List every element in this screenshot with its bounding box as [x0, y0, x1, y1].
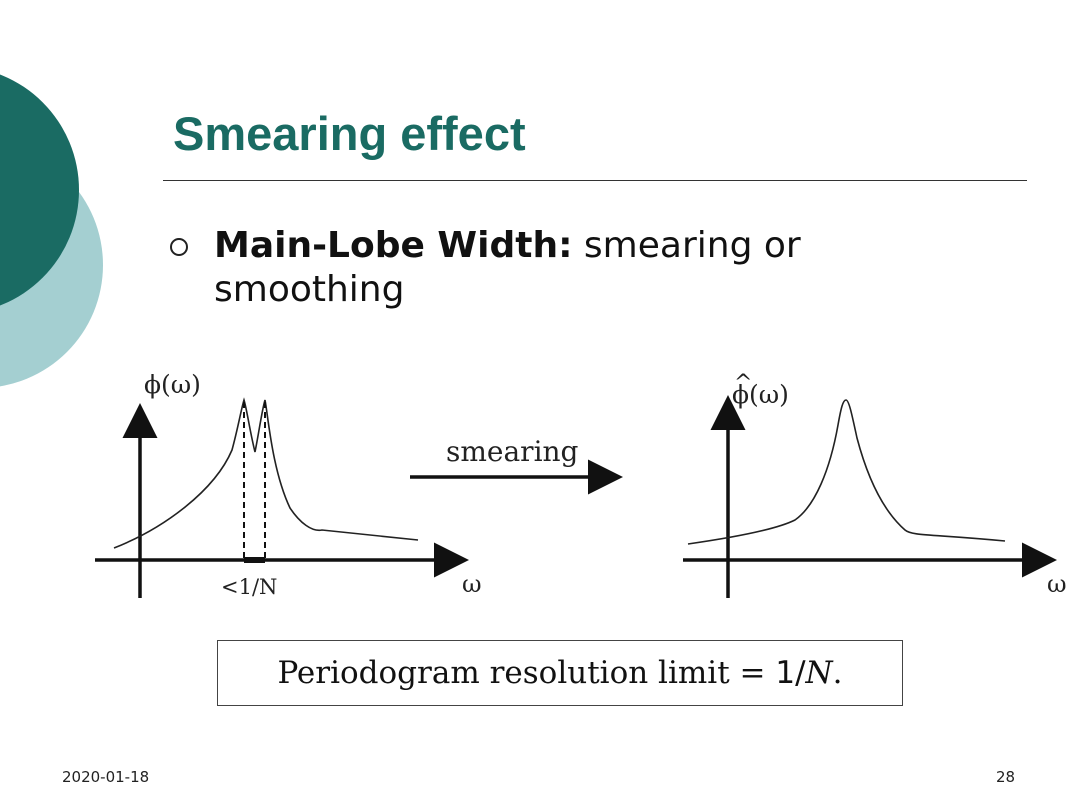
bullet-text: Main-Lobe Width: smearing or smoothing	[214, 224, 974, 312]
left-y-label: ϕ(ω)	[144, 370, 201, 399]
left-plot: ϕ(ω) <1/N ω	[95, 370, 482, 599]
formula-one: 1	[775, 655, 796, 691]
formula-suffix: .	[832, 655, 843, 691]
dark-teal-circle	[0, 74, 79, 306]
slide-title: Smearing effect	[173, 107, 526, 160]
right-y-label-hat: ^	[734, 371, 752, 396]
footer-date: 2020-01-18	[62, 768, 150, 786]
formula-prefix: Periodogram resolution limit =	[277, 655, 776, 691]
smearing-diagram: ϕ(ω) <1/N ω smearing ϕ(ω) ^ ω	[95, 370, 1067, 599]
bullet-body: smearing or smoothing	[214, 225, 801, 310]
left-x-label: ω	[462, 570, 482, 598]
width-label: <1/N	[221, 575, 277, 599]
right-y-label: ϕ(ω)	[732, 380, 789, 409]
right-plot: ϕ(ω) ^ ω	[683, 371, 1067, 598]
page-number: 28	[996, 768, 1016, 786]
title-divider	[163, 180, 1027, 181]
resolution-limit-box: Periodogram resolution limit = 1/N.	[217, 640, 903, 706]
smearing-arrow: smearing	[410, 435, 623, 495]
bullet-bold-label: Main-Lobe Width:	[214, 225, 573, 266]
right-spectrum-curve	[687, 399, 1006, 545]
smearing-label: smearing	[446, 435, 579, 468]
hollow-circle-bullet-icon	[170, 238, 188, 256]
formula-variable: N	[805, 655, 833, 691]
left-spectrum-curve	[113, 397, 419, 549]
formula-slash: /	[795, 655, 806, 691]
right-x-label: ω	[1047, 570, 1067, 598]
light-teal-circle	[0, 143, 103, 387]
bullet-item: Main-Lobe Width: smearing or smoothing	[170, 224, 1030, 312]
